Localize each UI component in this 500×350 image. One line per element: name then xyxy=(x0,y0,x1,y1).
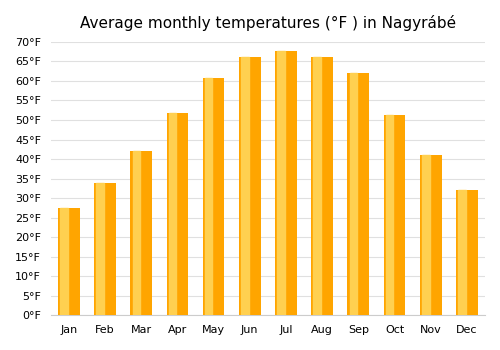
Bar xyxy=(275,51,297,315)
Bar xyxy=(386,115,394,315)
Bar xyxy=(60,208,68,315)
Bar xyxy=(314,57,321,315)
Bar xyxy=(348,73,369,315)
Bar xyxy=(278,51,285,315)
Bar xyxy=(94,183,116,315)
Bar xyxy=(422,155,430,315)
Bar xyxy=(58,208,80,315)
Bar xyxy=(458,190,466,315)
Bar xyxy=(132,151,140,315)
Bar xyxy=(202,78,224,315)
Bar xyxy=(168,113,176,315)
Bar xyxy=(456,190,478,315)
Bar xyxy=(205,78,212,315)
Bar xyxy=(239,57,260,315)
Bar xyxy=(130,151,152,315)
Title: Average monthly temperatures (°F ) in Nagyrábé: Average monthly temperatures (°F ) in Na… xyxy=(80,15,456,31)
Bar xyxy=(312,57,333,315)
Bar xyxy=(96,183,104,315)
Bar xyxy=(350,73,357,315)
Bar xyxy=(420,155,442,315)
Bar xyxy=(384,115,406,315)
Bar xyxy=(166,113,188,315)
Bar xyxy=(241,57,248,315)
